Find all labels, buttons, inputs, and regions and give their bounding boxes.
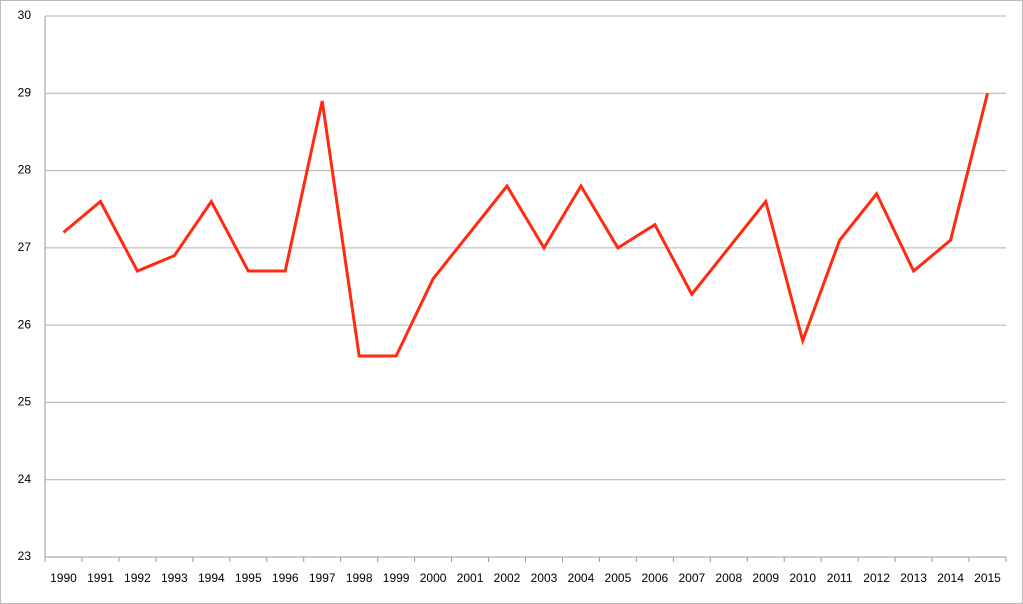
x-tick-label: 1997 — [309, 571, 336, 585]
x-tick-label: 2003 — [531, 571, 558, 585]
data-line — [62, 92, 989, 358]
x-tick-label: 2006 — [642, 571, 669, 585]
x-tick-label: 2009 — [752, 571, 779, 585]
y-tick-label: 25 — [18, 395, 32, 409]
y-tick-label: 28 — [18, 163, 32, 177]
x-tick-label: 2013 — [900, 571, 927, 585]
x-tick-label: 1992 — [124, 571, 151, 585]
x-tick-label: 2002 — [494, 571, 521, 585]
x-tick-label: 2008 — [715, 571, 742, 585]
x-tick-label: 1990 — [50, 571, 77, 585]
x-tick-label: 2007 — [678, 571, 705, 585]
y-tick-label: 26 — [18, 317, 32, 331]
x-tick-label: 1996 — [272, 571, 299, 585]
x-tick-label: 2015 — [974, 571, 1001, 585]
y-tick-label: 27 — [18, 240, 32, 254]
y-tick-label: 24 — [18, 472, 32, 486]
x-tick-label: 2012 — [863, 571, 890, 585]
x-tick-label: 2010 — [789, 571, 816, 585]
x-tick-label: 2005 — [605, 571, 632, 585]
y-tick-label: 29 — [18, 85, 32, 99]
x-tick-label: 2001 — [457, 571, 484, 585]
x-tick-label: 2004 — [568, 571, 595, 585]
x-tick-label: 1993 — [161, 571, 188, 585]
x-tick-label: 1998 — [346, 571, 373, 585]
y-tick-label: 23 — [18, 549, 32, 563]
x-tick-label: 2011 — [827, 571, 853, 585]
x-tick-label: 1991 — [87, 571, 114, 585]
x-tick-label: 1995 — [235, 571, 262, 585]
x-tick-label: 2000 — [420, 571, 447, 585]
y-tick-label: 30 — [18, 8, 32, 22]
x-tick-label: 1999 — [383, 571, 410, 585]
x-tick-label: 2014 — [937, 571, 964, 585]
x-tick-label: 1994 — [198, 571, 225, 585]
